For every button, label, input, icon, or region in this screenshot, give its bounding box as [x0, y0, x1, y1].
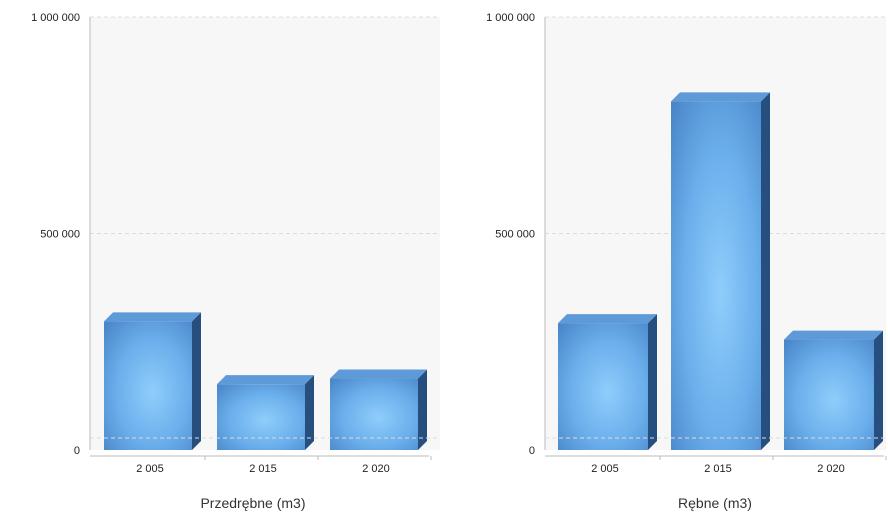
- x-tick-labels: 2 005 2 015 2 020: [136, 463, 390, 475]
- bar: [330, 378, 418, 450]
- bar-top: [104, 312, 201, 322]
- chart-rebne: 0 500 000 1 000 000 2 005 2 015 2 020 Rębne …: [486, 12, 887, 511]
- bar-side: [648, 314, 657, 450]
- bar-side: [874, 330, 883, 450]
- gridlines: [90, 16, 440, 234]
- y-tick-label: 500 000: [40, 229, 80, 241]
- axes: [544, 17, 887, 460]
- y-tick-labels: 0 500 000 1 000 000: [31, 12, 80, 457]
- bars: [558, 92, 883, 450]
- y-tick-labels: 0 500 000 1 000 000: [486, 12, 535, 457]
- x-axis-title: Przedrębne (m3): [200, 495, 305, 511]
- x-tick-label: 2 020: [362, 463, 390, 475]
- y-tick-label: 1 000 000: [486, 12, 535, 24]
- chart-przedrebne: 0 500 000 1 000 000 2 005 2 015 2 020 Przedr…: [31, 12, 440, 511]
- bar: [217, 384, 305, 450]
- x-tick-label: 2 020: [817, 463, 845, 475]
- bar: [104, 321, 192, 450]
- bar-top: [558, 314, 657, 324]
- bar-top: [671, 92, 770, 102]
- bar-side: [305, 375, 314, 450]
- x-axis-title: Rębne (m3): [678, 495, 752, 511]
- x-tick-labels: 2 005 2 015 2 020: [591, 463, 845, 475]
- x-tick-label: 2 005: [136, 463, 164, 475]
- x-tick-label: 2 015: [704, 463, 732, 475]
- bar: [671, 101, 761, 450]
- x-tick-label: 2 005: [591, 463, 619, 475]
- y-tick-label: 0: [74, 445, 80, 457]
- bar: [784, 339, 874, 450]
- y-tick-label: 0: [529, 445, 535, 457]
- bar-side: [192, 312, 201, 450]
- x-tick-label: 2 015: [249, 463, 277, 475]
- bar-side: [761, 92, 770, 450]
- bars: [104, 312, 427, 450]
- bar-top: [330, 369, 427, 379]
- axes: [89, 17, 440, 460]
- bar: [558, 323, 648, 450]
- bar-top: [784, 330, 883, 340]
- bar-side: [418, 369, 427, 450]
- y-tick-label: 1 000 000: [31, 12, 80, 24]
- y-tick-label: 500 000: [495, 229, 535, 241]
- bar-top: [217, 375, 314, 385]
